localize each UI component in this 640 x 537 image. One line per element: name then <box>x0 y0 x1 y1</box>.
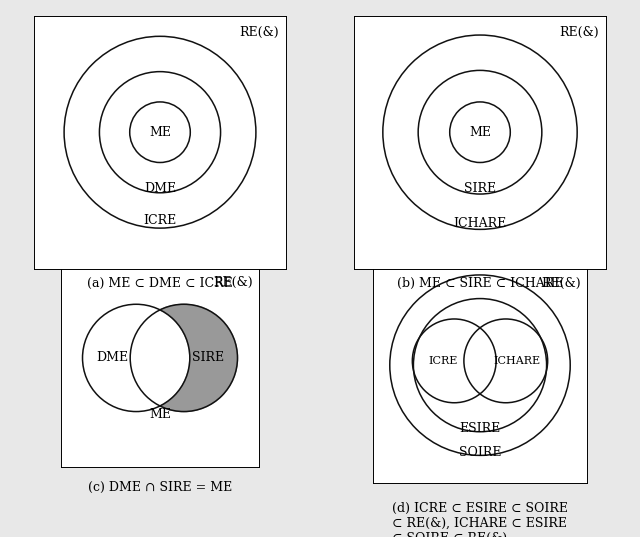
Text: SOIRE: SOIRE <box>459 446 501 459</box>
Text: RE(&): RE(&) <box>541 277 581 290</box>
Text: ICHARE: ICHARE <box>493 356 540 366</box>
Text: ICRE: ICRE <box>429 356 458 366</box>
Text: DME: DME <box>144 183 176 195</box>
Text: ESIRE: ESIRE <box>460 422 500 435</box>
Text: (c) DME ∩ SIRE = ME: (c) DME ∩ SIRE = ME <box>88 481 232 494</box>
Text: SIRE: SIRE <box>191 351 224 365</box>
Text: (a) ME ⊂ DME ⊂ ICRE: (a) ME ⊂ DME ⊂ ICRE <box>87 277 233 289</box>
Text: ICHARE: ICHARE <box>453 216 507 230</box>
Polygon shape <box>160 304 237 411</box>
Text: ME: ME <box>149 408 171 421</box>
Text: (b) ME ⊂ SIRE ⊂ ICHARE: (b) ME ⊂ SIRE ⊂ ICHARE <box>397 277 563 289</box>
Text: RE(&): RE(&) <box>239 26 278 39</box>
Text: RE(&): RE(&) <box>559 26 598 39</box>
Text: RE(&): RE(&) <box>214 277 253 289</box>
Text: ICRE: ICRE <box>143 214 177 227</box>
Text: DME: DME <box>96 351 129 365</box>
Text: (d) ICRE ⊂ ESIRE ⊂ SOIRE
⊂ RE(&), ICHARE ⊂ ESIRE
⊂ SOIRE ⊂ RE(&): (d) ICRE ⊂ ESIRE ⊂ SOIRE ⊂ RE(&), ICHARE… <box>392 502 568 537</box>
Text: SIRE: SIRE <box>464 183 496 195</box>
Text: ME: ME <box>469 126 491 139</box>
Text: ME: ME <box>149 126 171 139</box>
